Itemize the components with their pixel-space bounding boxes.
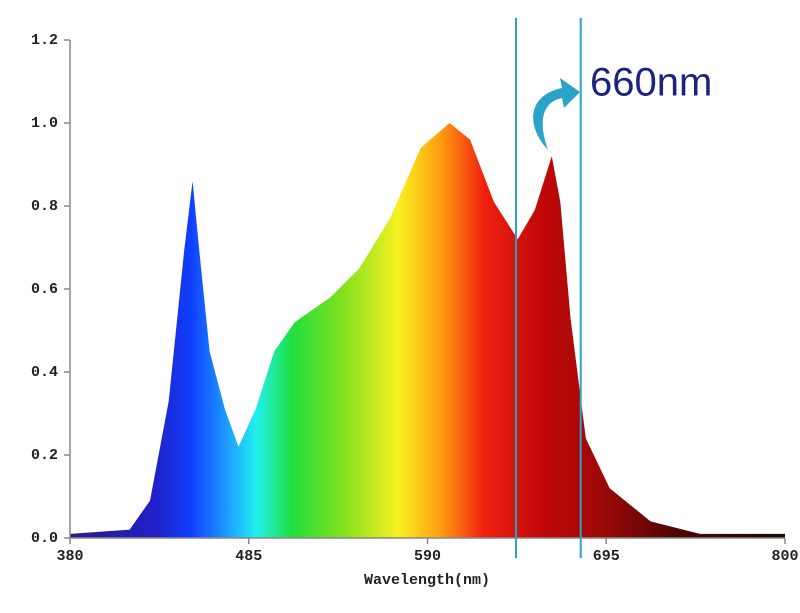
y-tick-label: 0.8 <box>31 198 58 215</box>
x-tick-label: 695 <box>593 548 620 565</box>
x-axis-label: Wavelength(nm) <box>364 572 490 589</box>
spectrum-area <box>70 123 785 538</box>
y-tick-label: 1.2 <box>31 32 58 49</box>
annotation: 660nm <box>590 61 712 105</box>
y-tick-label: 0.2 <box>31 447 58 464</box>
y-tick-label: 0.4 <box>31 364 58 381</box>
x-tick-label: 380 <box>56 548 83 565</box>
x-tick-label: 485 <box>235 548 262 565</box>
y-tick-label: 1.0 <box>31 115 58 132</box>
arrow-icon <box>533 78 580 150</box>
y-tick-label: 0.0 <box>31 530 58 547</box>
x-tick-label: 800 <box>771 548 798 565</box>
x-tick-label: 590 <box>414 548 441 565</box>
plot-area <box>70 123 785 538</box>
y-tick-label: 0.6 <box>31 281 58 298</box>
